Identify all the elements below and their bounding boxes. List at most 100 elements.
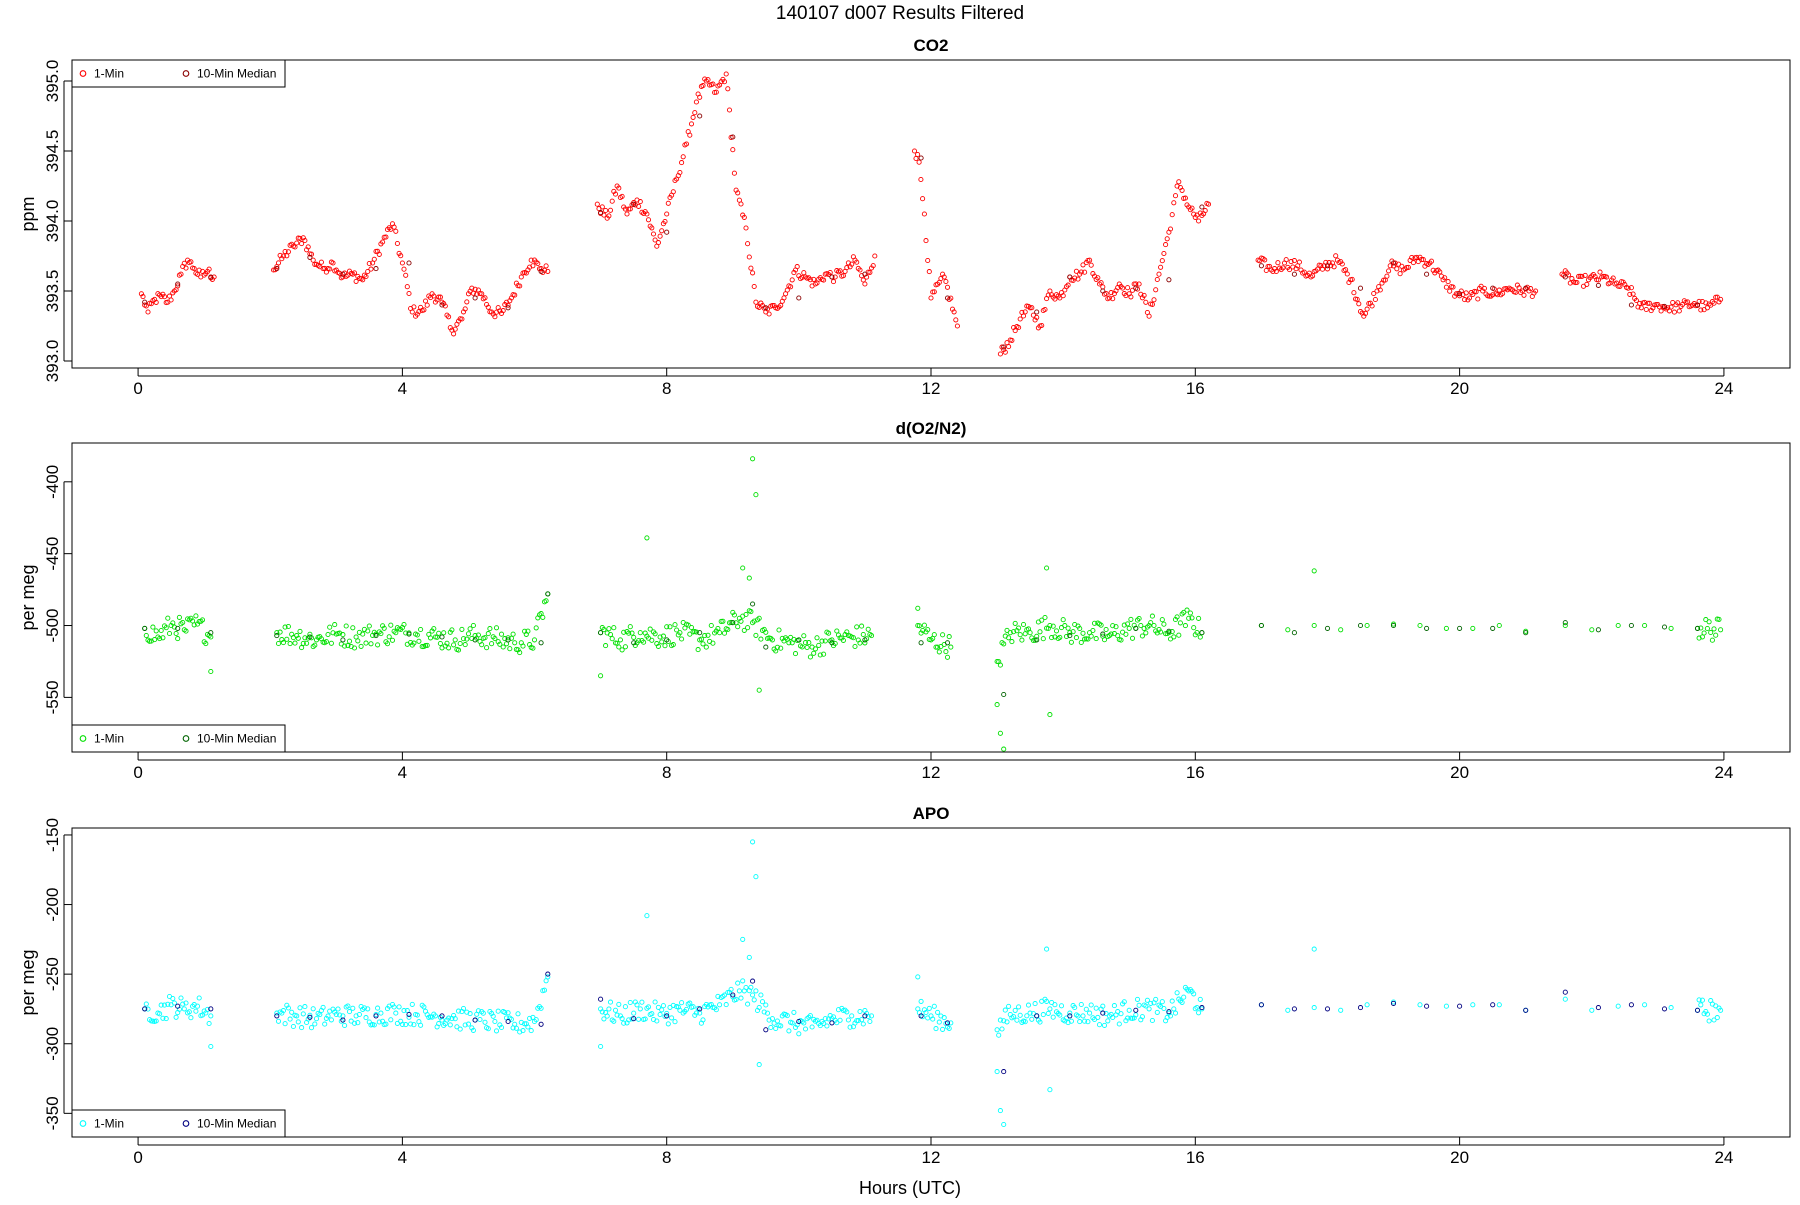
data-point [1027,630,1033,636]
data-point [1344,271,1350,277]
data-point [442,303,448,309]
data-point [204,1006,211,1012]
data-point [1020,621,1027,628]
data-point [857,267,863,273]
data-point [294,1013,300,1019]
data-point [327,266,333,272]
data-point [1121,999,1127,1005]
data-point [837,268,843,274]
data-point [275,260,282,266]
data-point [647,626,653,632]
data-point [1420,257,1426,263]
data-point [1386,268,1392,274]
data-point [660,1003,666,1009]
x-tick-label: 8 [662,1148,671,1167]
data-point-outlier [915,974,921,980]
data-point [670,642,676,648]
data-point [1450,284,1456,290]
data-point [493,1028,500,1034]
data-point [698,636,704,642]
data-point [531,637,538,643]
data-point [1447,288,1453,294]
data-point [665,1021,671,1027]
data-point [756,1004,762,1011]
data-point [160,635,166,641]
data-point [1042,614,1048,621]
data-point [1148,620,1154,626]
data-point [178,271,184,277]
data-point [469,285,475,291]
data-point [1645,300,1651,306]
data-point [669,1015,675,1021]
data-point [1020,313,1027,319]
data-point [1078,269,1084,275]
data-point [680,154,686,160]
data-point [1154,1009,1160,1015]
data-point [811,276,817,282]
data-point [1473,289,1479,295]
data-point [285,249,291,255]
data-point [1405,264,1411,270]
data-point [1060,617,1066,623]
data-point [1172,1010,1179,1016]
data-point [1642,299,1648,305]
data-point-outlier [644,535,650,541]
data-point [1496,287,1502,293]
data-point [1110,296,1116,302]
data-point [145,309,151,315]
data-point [297,1005,303,1011]
data-point [1118,1011,1124,1017]
data-point [414,1012,420,1018]
data-point [1701,630,1707,636]
data-point [1708,629,1714,636]
median-point [1067,633,1073,639]
data-point [1143,1003,1149,1009]
data-point [441,630,447,636]
data-point [1106,295,1112,301]
median-point [1133,625,1139,631]
data-point [350,625,356,631]
data-point [1136,1002,1142,1008]
data-point-outlier [1311,946,1317,952]
data-point [745,625,751,631]
data-point [1171,1006,1177,1012]
data-point [342,643,348,649]
data-point [1022,1019,1028,1025]
y-tick-label: 394.5 [43,130,62,173]
data-point [175,636,181,642]
data-point [399,260,405,266]
data-point [313,637,320,643]
legend-box [71,1109,286,1138]
data-point [157,636,163,642]
median-point [175,281,181,287]
data-point [1090,627,1096,634]
data-point [1668,1005,1674,1011]
data-point [465,631,472,637]
data-point [705,77,711,83]
data-point [533,625,539,631]
data-point [1011,1014,1017,1020]
data-point [1068,639,1074,645]
data-point [723,71,729,77]
data-point [418,626,424,633]
y-tick-label: -400 [43,465,62,499]
x-tick-label: 12 [922,1148,941,1167]
data-point [452,637,458,643]
data-point [664,624,670,630]
data-point [1179,611,1185,617]
data-point [431,626,437,632]
data-point [1080,1013,1086,1019]
data-point [1016,324,1022,331]
data-point [948,1020,954,1026]
data-point-outlier [598,673,604,679]
data-point [1163,631,1169,637]
data-point [1457,293,1463,299]
data-point [649,637,655,643]
y-tick-label: -450 [43,537,62,571]
data-point [641,639,647,645]
data-point [451,331,457,337]
data-point [774,644,780,650]
data-point [1562,996,1568,1002]
median-point [730,992,736,998]
data-point-outlier [746,575,752,581]
